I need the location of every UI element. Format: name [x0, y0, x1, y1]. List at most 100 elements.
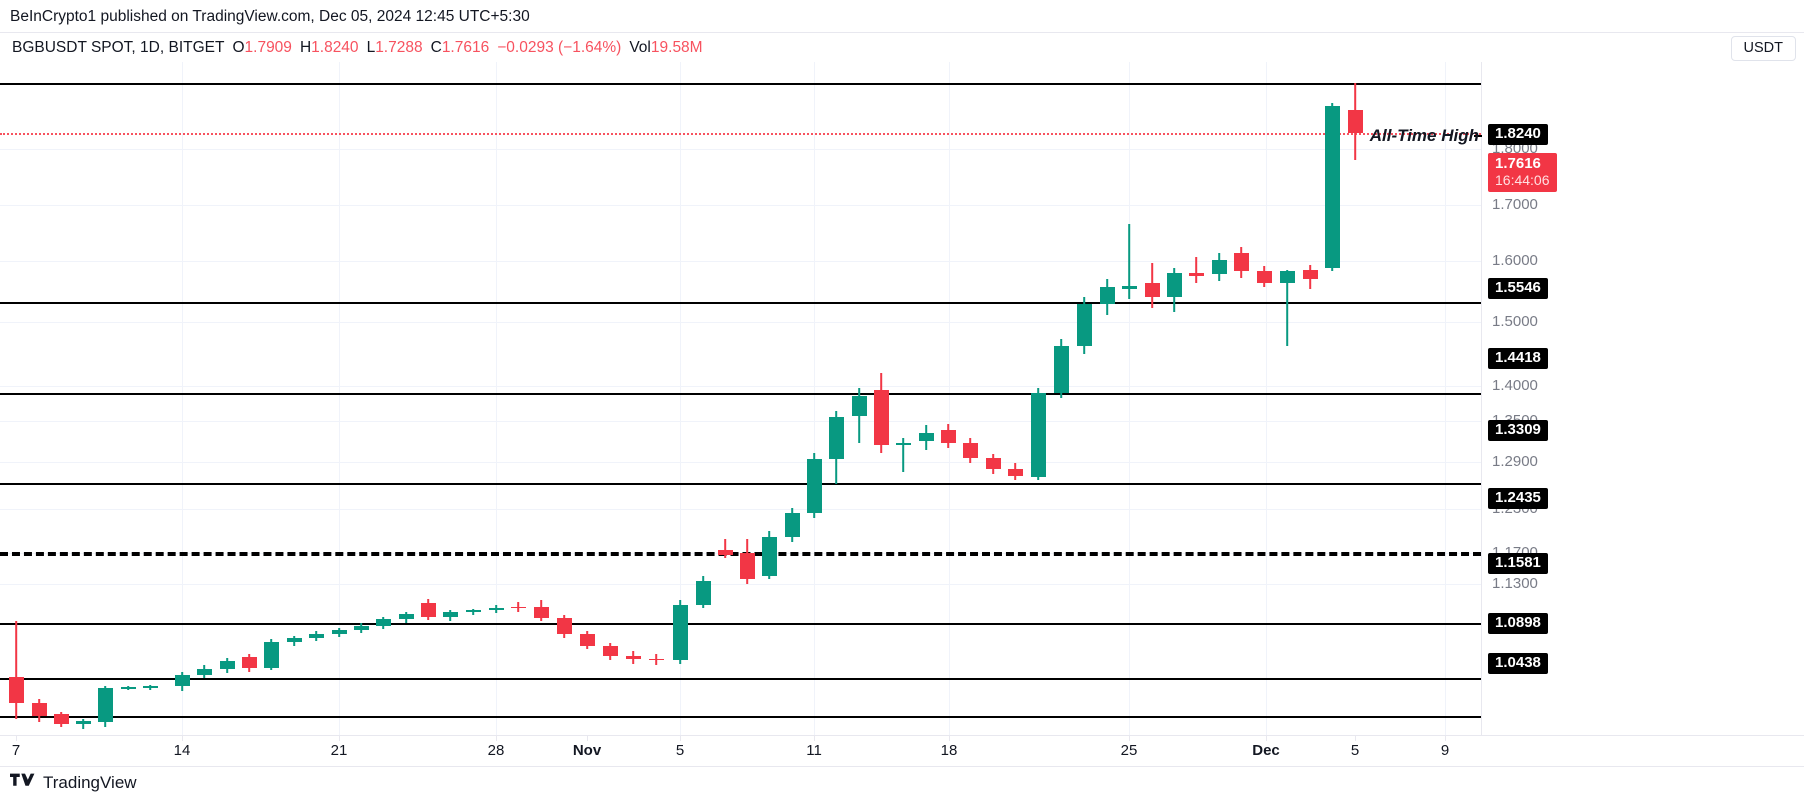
candlestick[interactable]	[510, 602, 526, 612]
candlestick-plot[interactable]	[0, 62, 1481, 735]
candlestick[interactable]	[1279, 269, 1295, 346]
price-level-line[interactable]	[0, 623, 1481, 626]
currency-badge[interactable]: USDT	[1730, 36, 1796, 61]
time-axis-label: 18	[940, 742, 958, 759]
price-level-tag[interactable]: 1.1581	[1488, 553, 1548, 574]
candle-body	[8, 676, 24, 703]
candlestick[interactable]	[1324, 102, 1340, 272]
price-level-line[interactable]	[0, 715, 1481, 718]
candle-wick	[1128, 224, 1130, 299]
candlestick[interactable]	[695, 576, 711, 609]
candlestick[interactable]	[142, 684, 158, 690]
candlestick[interactable]	[286, 636, 302, 646]
candlestick[interactable]	[1211, 253, 1227, 281]
candlestick[interactable]	[739, 538, 755, 585]
candlestick[interactable]	[985, 454, 1001, 474]
candle-body	[556, 618, 572, 635]
time-axis-tick	[1445, 736, 1446, 741]
price-level-line[interactable]	[0, 678, 1481, 681]
candlestick[interactable]	[420, 598, 436, 620]
candle-body	[873, 389, 889, 445]
candlestick[interactable]	[75, 718, 91, 729]
candlestick[interactable]	[962, 438, 978, 463]
price-level-line[interactable]	[0, 301, 1481, 304]
candlestick[interactable]	[174, 671, 190, 692]
candlestick[interactable]	[375, 616, 391, 629]
time-axis-tick	[814, 736, 815, 741]
legend-high-label: H	[299, 39, 312, 56]
price-level-tag[interactable]: 1.0898	[1488, 613, 1548, 634]
candlestick[interactable]	[53, 712, 69, 727]
price-level-line[interactable]	[0, 132, 1481, 135]
symbol-legend[interactable]: BGBUSDT SPOT, 1D, BITGET O1.7909 H1.8240 L1…	[12, 39, 703, 57]
candlestick[interactable]	[1099, 279, 1115, 315]
candlestick[interactable]	[828, 410, 844, 484]
candlestick[interactable]	[1302, 264, 1318, 290]
candlestick[interactable]	[1256, 266, 1272, 288]
price-level-line[interactable]	[0, 482, 1481, 485]
price-level-line[interactable]	[0, 83, 1481, 86]
candlestick[interactable]	[918, 425, 934, 450]
candlestick[interactable]	[1053, 339, 1069, 398]
candlestick[interactable]	[895, 438, 911, 473]
price-level-tag[interactable]: 1.4418	[1488, 348, 1548, 369]
candle-body	[940, 430, 956, 444]
candlestick[interactable]	[97, 686, 113, 727]
candlestick[interactable]	[331, 627, 347, 637]
candlestick[interactable]	[196, 665, 212, 679]
time-axis[interactable]: 7 14 21 28 Nov 5 11 18 25 Dec 5 9	[0, 735, 1804, 767]
candlestick[interactable]	[761, 530, 777, 580]
candlestick[interactable]	[873, 373, 889, 453]
candlestick[interactable]	[1030, 387, 1046, 481]
current-price-tag[interactable]: 1.7616 16:44:06	[1488, 153, 1557, 192]
candlestick[interactable]	[533, 600, 549, 622]
candlestick[interactable]	[442, 610, 458, 622]
candlestick[interactable]	[1347, 83, 1363, 161]
candlestick[interactable]	[556, 614, 572, 638]
price-level-tag[interactable]: 1.5546	[1488, 278, 1548, 299]
price-level-tag[interactable]: 1.8240	[1488, 124, 1548, 145]
candlestick[interactable]	[120, 686, 136, 690]
candlestick[interactable]	[851, 387, 867, 444]
candlestick[interactable]	[579, 631, 595, 650]
candlestick[interactable]	[1188, 256, 1204, 283]
price-level-tag[interactable]: 1.0438	[1488, 653, 1548, 674]
price-level-line[interactable]	[0, 392, 1481, 395]
price-level-tag[interactable]: 1.2435	[1488, 488, 1548, 509]
candlestick[interactable]	[625, 650, 641, 664]
candlestick[interactable]	[717, 538, 733, 559]
candlestick[interactable]	[672, 600, 688, 664]
candlestick[interactable]	[488, 605, 504, 614]
candlestick[interactable]	[219, 657, 235, 674]
candlestick[interactable]	[1007, 462, 1023, 481]
candlestick[interactable]	[8, 621, 24, 719]
candle-body	[1007, 469, 1023, 476]
candlestick[interactable]	[263, 639, 279, 671]
price-axis-tick: 1.5000	[1492, 313, 1538, 330]
candlestick[interactable]	[353, 623, 369, 633]
candlestick[interactable]	[308, 631, 324, 641]
price-scale[interactable]: 1.80001.70001.60001.50001.40001.35001.29…	[1481, 62, 1804, 735]
candlestick[interactable]	[1166, 267, 1182, 312]
legend-symbol[interactable]: BGBUSDT SPOT, 1D, BITGET	[12, 39, 225, 56]
candlestick[interactable]	[1076, 297, 1092, 354]
time-axis-label: 21	[330, 742, 348, 759]
time-axis-label: 11	[806, 742, 822, 759]
candlestick[interactable]	[31, 698, 47, 722]
time-axis-label: Dec	[1252, 742, 1280, 759]
chart-container[interactable]: 1.80001.70001.60001.50001.40001.35001.29…	[0, 62, 1804, 735]
candlestick[interactable]	[940, 423, 956, 448]
candlestick[interactable]	[1233, 246, 1249, 278]
candlestick[interactable]	[784, 507, 800, 542]
candlestick[interactable]	[648, 653, 664, 666]
candlestick[interactable]	[241, 653, 257, 672]
candlestick[interactable]	[1121, 224, 1137, 299]
candlestick[interactable]	[465, 608, 481, 615]
price-level-tag[interactable]: 1.3309	[1488, 420, 1548, 441]
candle-body	[579, 634, 595, 646]
candlestick[interactable]	[602, 642, 618, 661]
candlestick[interactable]	[806, 452, 822, 518]
legend-volume-value: 19.58M	[650, 39, 703, 56]
candlestick[interactable]	[1144, 263, 1160, 309]
candlestick[interactable]	[398, 611, 414, 624]
